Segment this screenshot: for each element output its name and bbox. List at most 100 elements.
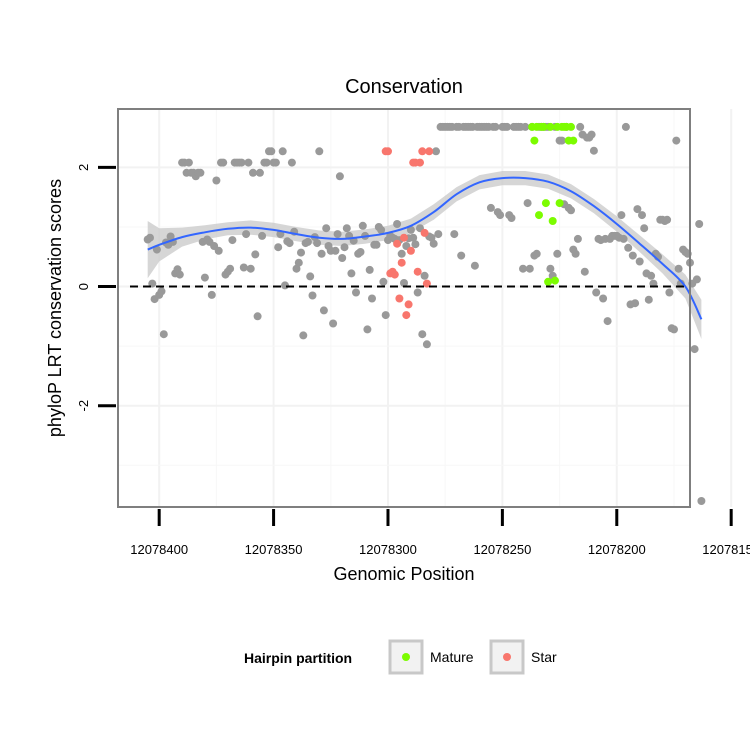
point-other [631,299,640,308]
legend-label-mature: Mature [430,649,474,665]
point-other [281,281,289,290]
point-other [420,271,429,280]
point-other [672,136,681,145]
point-other [406,225,415,234]
point-other [159,330,168,339]
point-other [434,230,443,239]
point-other [255,168,264,177]
point-mature [530,136,539,145]
point-other [331,246,340,255]
point-other [352,288,360,297]
point-other [244,158,253,167]
point-other [457,251,466,260]
y-tick-label: 2 [76,164,91,171]
point-other [335,172,344,181]
point-other [322,224,331,233]
legend-title: Hairpin partition [244,650,352,666]
smooth-curve [147,176,703,320]
point-other [356,248,365,256]
point-other [368,294,376,303]
point-other [409,233,418,242]
point-other [573,234,582,243]
x-tick-label: 12078300 [359,542,417,557]
point-other [333,230,342,239]
point-other [285,239,294,248]
point-other [599,294,608,303]
point-other [212,176,221,185]
point-other [503,122,511,131]
point-other [640,224,649,233]
plot-panel-border [117,108,691,508]
point-other [274,243,283,252]
point-mature [541,199,550,208]
point-mature [567,122,575,131]
point-other [200,273,209,282]
y-axis: -2 0 2 [76,164,116,412]
point-other [603,317,612,326]
x-tick-label: 12078250 [473,542,531,557]
point-other [319,306,328,315]
legend-key-star-dot [503,653,511,661]
point-star [406,246,415,255]
point-other [196,168,205,177]
point-other [393,220,402,228]
point-mature [546,122,555,131]
point-other [299,331,308,340]
point-other [557,136,566,145]
point-other [152,245,161,254]
point-other [146,233,154,242]
point-other [523,199,532,208]
x-axis-title: Genomic Position [333,564,474,584]
legend-key-mature-dot [402,653,410,661]
point-other [267,147,276,156]
point-other [315,147,324,156]
point-other [692,275,701,284]
point-other [219,158,228,167]
point-other [294,258,303,267]
point-other [249,168,257,177]
point-other [621,122,630,131]
point-other [491,122,500,131]
point-other [663,215,672,224]
point-other [397,249,406,258]
point-other [624,243,633,252]
point-mature [548,217,557,225]
point-star [393,239,402,248]
point-other [308,291,317,300]
chart-title: Conservation [345,76,463,98]
point-other [226,264,235,273]
point-other [237,158,246,167]
point-other [674,264,683,273]
point-other [377,225,386,234]
point-other [242,230,251,239]
point-other [553,249,562,258]
point-other [670,325,678,334]
point-other [317,249,326,258]
point-other [470,261,479,270]
point-star [404,300,413,309]
point-star [397,258,406,267]
point-other [297,248,305,257]
point-other [519,264,527,273]
point-other [450,230,459,239]
point-star [420,228,429,237]
grid-lines [118,109,733,507]
point-other [496,211,505,220]
legend: Hairpin partition Mature Star [244,639,557,675]
point-other [571,249,580,258]
x-tick-label: 12078400 [130,542,188,557]
point-mature [569,136,578,145]
point-mature [555,199,564,208]
point-star [384,147,392,156]
point-mature [544,277,553,286]
point-other [251,250,260,259]
y-tick-label: -2 [76,400,91,412]
point-other [697,497,706,505]
point-star [413,267,422,276]
point-other [400,279,408,287]
point-star [390,270,399,279]
point-other [292,264,301,273]
point-other [379,277,388,286]
point-other [358,221,367,230]
